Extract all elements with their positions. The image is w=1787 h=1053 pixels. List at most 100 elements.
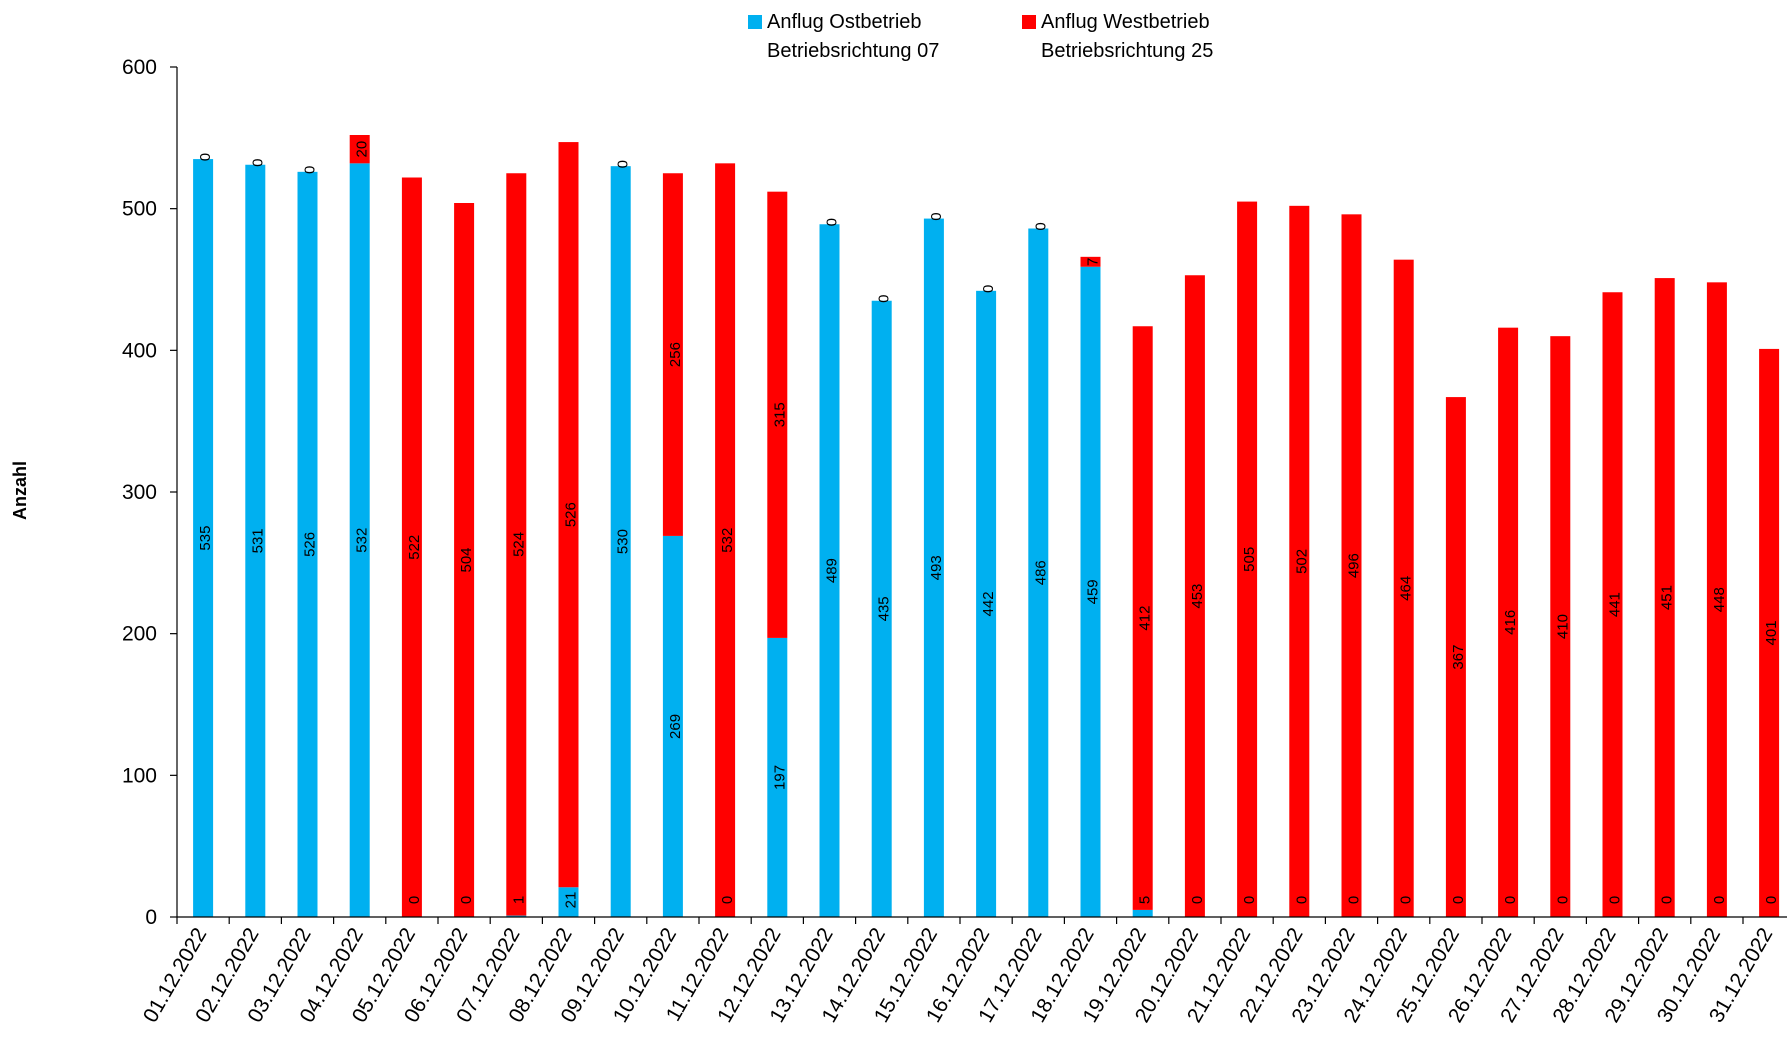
legend-label-westbetrieb-line1: Anflug Westbetrieb: [1041, 11, 1210, 33]
data-label-ostbetrieb: 0: [1659, 896, 1676, 904]
data-label-ostbetrieb: 21: [563, 892, 580, 909]
data-label-ostbetrieb: 489: [824, 558, 841, 583]
data-label-westbetrieb: 0: [980, 285, 997, 293]
y-tick-label: 400: [122, 339, 157, 362]
bar-westbetrieb: [1289, 205, 1310, 918]
data-label-westbetrieb: 496: [1346, 553, 1363, 578]
data-label-westbetrieb: 20: [354, 141, 371, 158]
data-label-ostbetrieb: 526: [302, 532, 319, 557]
data-label-westbetrieb: 526: [563, 502, 580, 527]
bar-ostbetrieb: [1132, 909, 1153, 917]
bar-westbetrieb: [1237, 201, 1258, 918]
bar-westbetrieb: [662, 173, 683, 536]
bar-westbetrieb: [558, 142, 579, 888]
y-tick-label: 300: [122, 481, 157, 504]
data-label-westbetrieb: 410: [1554, 614, 1571, 639]
y-axis-title-wrap: Anzahl: [10, 461, 40, 550]
data-label-ostbetrieb: 0: [1398, 896, 1415, 904]
data-label-westbetrieb: 0: [876, 295, 893, 303]
y-tick-label: 100: [122, 764, 157, 787]
data-label-westbetrieb: 504: [458, 547, 475, 572]
data-label-ostbetrieb: 0: [1346, 896, 1363, 904]
bar-ostbetrieb: [297, 171, 318, 918]
data-label-westbetrieb: 0: [928, 212, 945, 220]
bar-ostbetrieb: [819, 224, 840, 917]
bar-westbetrieb: [767, 191, 788, 638]
data-label-ostbetrieb: 269: [667, 714, 684, 739]
data-label-westbetrieb: 502: [1293, 549, 1310, 574]
data-label-ostbetrieb: 535: [197, 526, 214, 551]
data-label-westbetrieb: 367: [1450, 645, 1467, 670]
data-label-westbetrieb: 448: [1711, 587, 1728, 612]
bar-westbetrieb: [1759, 348, 1780, 918]
bar-ostbetrieb: [767, 637, 788, 917]
data-label-westbetrieb: 0: [1032, 222, 1049, 230]
bar-westbetrieb: [1602, 292, 1623, 917]
bar-westbetrieb: [1445, 397, 1466, 917]
data-label-ostbetrieb: 0: [1763, 896, 1780, 904]
bar-westbetrieb: [506, 173, 527, 916]
data-label-westbetrieb: 451: [1659, 585, 1676, 610]
bar-westbetrieb: [1080, 256, 1101, 267]
bar-westbetrieb: [715, 163, 736, 918]
legend-label-ostbetrieb-line1: Anflug Ostbetrieb: [767, 11, 922, 33]
bar-westbetrieb: [1393, 259, 1414, 918]
data-label-ostbetrieb: 0: [1502, 896, 1519, 904]
bar-westbetrieb: [1706, 282, 1727, 917]
bar-ostbetrieb: [1080, 266, 1101, 917]
bar-westbetrieb: [1132, 326, 1153, 910]
data-label-ostbetrieb: 0: [1241, 896, 1258, 904]
bar-westbetrieb: [349, 135, 370, 164]
data-label-ostbetrieb: 0: [1450, 896, 1467, 904]
bar-westbetrieb: [454, 203, 475, 917]
data-label-ostbetrieb: 486: [1032, 560, 1049, 585]
bar-westbetrieb: [1654, 278, 1675, 917]
data-label-ostbetrieb: 0: [1554, 896, 1571, 904]
y-axis-title: Anzahl: [10, 460, 30, 520]
bar-westbetrieb: [1341, 214, 1362, 918]
bar-ostbetrieb: [1028, 228, 1049, 917]
bar-westbetrieb: [1184, 275, 1205, 917]
axes-layer: 010020030040050060001.12.202202.12.20220…: [122, 56, 1787, 1027]
data-label-ostbetrieb: 459: [1085, 579, 1102, 604]
data-label-westbetrieb: 0: [249, 159, 266, 167]
bar-ostbetrieb: [871, 300, 892, 917]
data-label-westbetrieb: 0: [615, 160, 632, 168]
bar-westbetrieb: [1550, 336, 1571, 918]
data-label-ostbetrieb: 435: [876, 596, 893, 621]
bar-ostbetrieb: [558, 887, 579, 917]
bar-ostbetrieb: [349, 163, 370, 918]
y-tick-label: 200: [122, 623, 157, 646]
data-label-ostbetrieb: 5: [1137, 896, 1154, 904]
data-label-ostbetrieb: 0: [406, 896, 423, 904]
data-label-westbetrieb: 522: [406, 535, 423, 560]
legend-label-westbetrieb-line2: Betriebsrichtung 25: [1041, 40, 1214, 62]
data-label-ostbetrieb: 0: [1293, 896, 1310, 904]
bar-ostbetrieb: [245, 164, 266, 917]
legend-label-ostbetrieb-line2: Betriebsrichtung 07: [767, 40, 940, 62]
data-label-ostbetrieb: 442: [980, 591, 997, 616]
data-label-westbetrieb: 7: [1085, 258, 1102, 266]
bar-ostbetrieb: [923, 218, 944, 918]
bar-ostbetrieb: [662, 535, 683, 917]
data-label-westbetrieb: 505: [1241, 547, 1258, 572]
y-tick-label: 0: [145, 906, 157, 929]
bar-ostbetrieb: [193, 159, 214, 918]
bar-ostbetrieb: [610, 166, 631, 917]
bar-ostbetrieb: [506, 915, 527, 917]
data-label-ostbetrieb: 0: [1189, 896, 1206, 904]
bar-ostbetrieb: [976, 290, 997, 917]
bars-layer: [193, 135, 1780, 918]
data-label-westbetrieb: 441: [1607, 592, 1624, 617]
bar-westbetrieb: [1498, 327, 1519, 918]
data-label-ostbetrieb: 197: [771, 765, 788, 790]
data-label-westbetrieb: 315: [771, 402, 788, 427]
legend-item-ostbetrieb: Anflug Ostbetrieb Betriebsrichtung 07: [748, 8, 939, 66]
data-label-ostbetrieb: 1: [510, 896, 527, 904]
data-label-ostbetrieb: 530: [615, 529, 632, 554]
legend-swatch-ostbetrieb: [748, 15, 762, 29]
data-label-ostbetrieb: 493: [928, 555, 945, 580]
data-label-ostbetrieb: 531: [249, 528, 266, 553]
data-label-westbetrieb: 453: [1189, 584, 1206, 609]
